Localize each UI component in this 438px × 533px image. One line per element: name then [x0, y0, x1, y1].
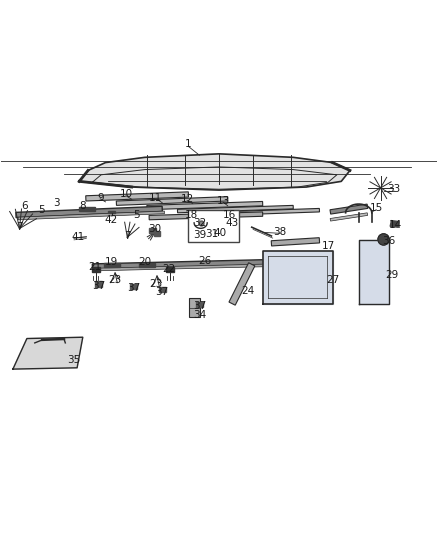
Text: 38: 38	[273, 227, 287, 237]
Text: 36: 36	[383, 236, 396, 246]
Text: 29: 29	[385, 270, 398, 280]
Bar	[188, 210, 239, 243]
Text: 39: 39	[193, 230, 206, 240]
Text: 34: 34	[193, 310, 206, 319]
Polygon shape	[139, 263, 155, 267]
Polygon shape	[208, 208, 319, 216]
Polygon shape	[92, 260, 272, 269]
Polygon shape	[196, 302, 203, 307]
Text: 10: 10	[120, 189, 133, 199]
Text: 17: 17	[321, 240, 335, 251]
Text: 37: 37	[155, 287, 169, 297]
Polygon shape	[149, 228, 156, 233]
Text: 26: 26	[198, 256, 211, 266]
Polygon shape	[92, 266, 100, 272]
Text: 12: 12	[180, 194, 194, 204]
Text: 30: 30	[148, 223, 161, 233]
Text: 14: 14	[389, 220, 403, 230]
Text: 37: 37	[92, 281, 105, 291]
Text: 11: 11	[149, 192, 162, 203]
Text: 7: 7	[16, 222, 23, 232]
Polygon shape	[159, 287, 166, 292]
Text: 3: 3	[53, 198, 60, 208]
Text: 32: 32	[193, 218, 206, 228]
Text: 41: 41	[71, 232, 85, 242]
Text: 7: 7	[124, 231, 131, 241]
Polygon shape	[153, 231, 160, 236]
Text: 6: 6	[21, 201, 28, 211]
Polygon shape	[330, 204, 368, 214]
Text: 22: 22	[162, 264, 175, 273]
Polygon shape	[13, 337, 83, 369]
Text: 16: 16	[223, 211, 237, 221]
Text: 40: 40	[214, 228, 227, 238]
Polygon shape	[18, 211, 165, 220]
Polygon shape	[229, 263, 255, 305]
Text: 37: 37	[127, 284, 141, 293]
Polygon shape	[166, 266, 174, 272]
Text: 13: 13	[217, 196, 230, 206]
Polygon shape	[131, 284, 138, 289]
Polygon shape	[79, 154, 350, 190]
Text: 21: 21	[88, 262, 101, 272]
Text: 23: 23	[149, 279, 162, 289]
Polygon shape	[95, 281, 102, 287]
Text: 31: 31	[205, 229, 219, 239]
Text: 5: 5	[38, 205, 45, 215]
Text: 9: 9	[97, 192, 103, 203]
Text: 27: 27	[326, 276, 339, 286]
Polygon shape	[104, 263, 120, 267]
Polygon shape	[16, 206, 162, 217]
Polygon shape	[117, 197, 228, 205]
Text: 19: 19	[105, 257, 118, 267]
Text: 18: 18	[185, 211, 198, 221]
Text: 8: 8	[79, 201, 86, 211]
Polygon shape	[149, 212, 263, 220]
Bar	[189, 298, 200, 317]
Polygon shape	[95, 264, 274, 271]
Text: 37: 37	[193, 301, 206, 311]
Polygon shape	[330, 213, 367, 221]
Text: 20: 20	[138, 257, 152, 267]
Polygon shape	[359, 240, 389, 304]
Circle shape	[378, 234, 389, 245]
Text: 1: 1	[185, 139, 192, 149]
Polygon shape	[177, 205, 293, 213]
Polygon shape	[263, 251, 332, 304]
Text: 24: 24	[241, 286, 254, 295]
Polygon shape	[108, 211, 115, 213]
Polygon shape	[271, 238, 320, 246]
Polygon shape	[79, 207, 95, 211]
Polygon shape	[147, 201, 263, 210]
Text: 35: 35	[67, 356, 81, 365]
Text: 23: 23	[109, 276, 122, 286]
Polygon shape	[390, 221, 399, 227]
Text: 42: 42	[105, 215, 118, 225]
Text: 43: 43	[226, 218, 239, 228]
Polygon shape	[86, 192, 188, 201]
Text: 15: 15	[370, 203, 383, 213]
Text: 5: 5	[133, 211, 139, 221]
Text: 33: 33	[387, 184, 400, 194]
